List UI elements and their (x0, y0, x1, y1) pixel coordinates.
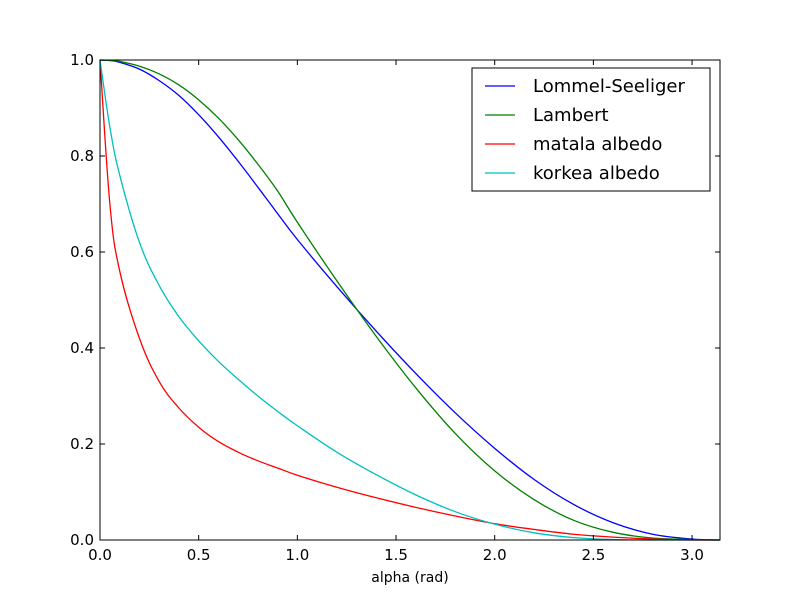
x-tick-label: 0.5 (187, 546, 211, 564)
x-tick-label: 0.0 (88, 546, 112, 564)
y-tick-label: 0.0 (70, 531, 94, 549)
x-tick-label: 2.5 (581, 546, 605, 564)
legend-label: Lambert (533, 105, 609, 126)
y-axis: 0.0 0.2 0.4 0.6 0.8 1.0 (70, 51, 720, 549)
x-tick-label: 1.5 (384, 546, 408, 564)
x-axis: 0.0 0.5 1.0 1.5 2.0 2.5 3.0 (88, 60, 704, 564)
legend-entries: Lommel-Seeliger Lambert matala albedo korke… (485, 76, 685, 184)
y-tick-label: 0.2 (70, 435, 94, 453)
y-tick-label: 0.4 (70, 339, 94, 357)
x-tick-label: 2.0 (483, 546, 507, 564)
series-line-lambert (99, 59, 720, 541)
y-tick-label: 1.0 (70, 51, 94, 69)
series-layer (99, 59, 720, 541)
series-line-lommel-seeliger (99, 59, 720, 541)
y-tick-label: 0.6 (70, 243, 94, 261)
legend-box (471, 67, 711, 192)
legend-label: Lommel-Seeliger (533, 76, 685, 97)
x-tick-label: 1.0 (285, 546, 309, 564)
x-tick-label: 3.0 (680, 546, 704, 564)
legend: Lommel-Seeliger Lambert matala albedo korke… (471, 67, 711, 192)
y-tick-label: 0.8 (70, 147, 94, 165)
legend-label: korkea albedo (533, 163, 660, 184)
series-line-matala-albedo (99, 59, 720, 541)
x-axis-title: alpha (rad) (371, 570, 448, 586)
plot-frame (99, 59, 721, 541)
legend-label: matala albedo (533, 134, 662, 155)
series-line-korkea-albedo (99, 59, 720, 541)
